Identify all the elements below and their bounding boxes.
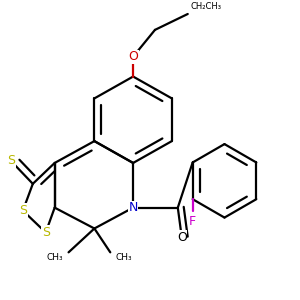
Text: S: S bbox=[7, 154, 15, 167]
Text: O: O bbox=[177, 231, 187, 244]
Text: CH₃: CH₃ bbox=[115, 253, 132, 262]
Text: O: O bbox=[128, 50, 138, 63]
Text: F: F bbox=[189, 214, 196, 227]
Text: CH₃: CH₃ bbox=[47, 253, 64, 262]
Text: S: S bbox=[19, 204, 27, 217]
Text: CH₂CH₃: CH₂CH₃ bbox=[191, 2, 222, 11]
Text: N: N bbox=[128, 201, 138, 214]
Text: S: S bbox=[42, 226, 50, 239]
